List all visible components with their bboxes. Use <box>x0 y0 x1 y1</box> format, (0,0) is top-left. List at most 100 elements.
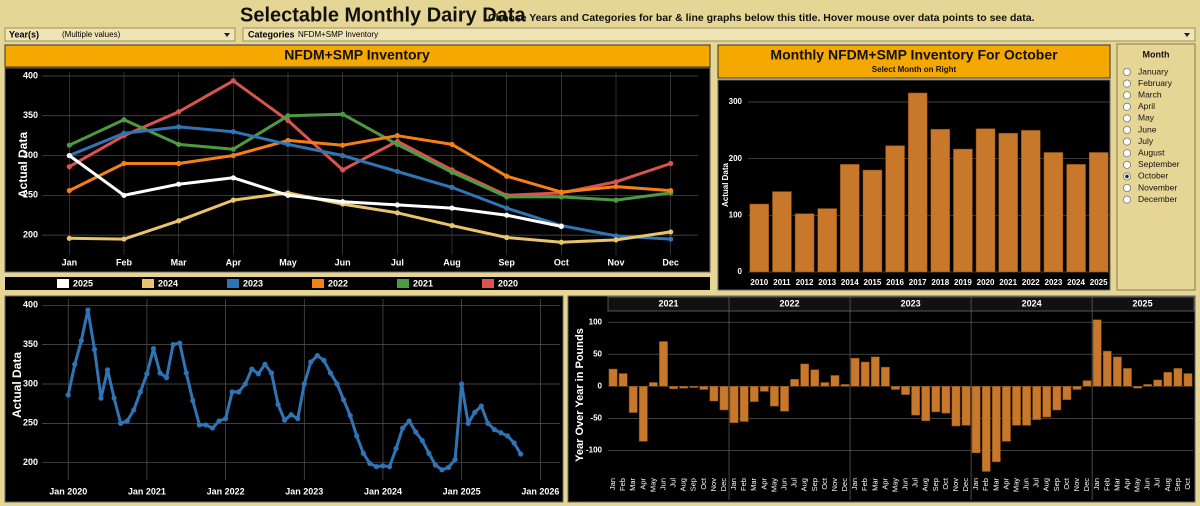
bar[interactable] <box>860 361 870 387</box>
data-point[interactable] <box>426 450 432 456</box>
data-point[interactable] <box>386 464 393 470</box>
month-option[interactable]: October <box>1138 171 1168 181</box>
data-point[interactable] <box>668 236 674 242</box>
data-point[interactable] <box>504 173 510 179</box>
bar[interactable] <box>1062 386 1072 401</box>
data-point[interactable] <box>144 371 150 377</box>
bar[interactable] <box>719 386 729 411</box>
data-point[interactable] <box>613 233 619 239</box>
data-point[interactable] <box>668 160 674 167</box>
month-option[interactable]: April <box>1138 101 1155 111</box>
bar[interactable] <box>862 169 883 273</box>
month-option[interactable]: August <box>1138 147 1165 157</box>
data-point[interactable] <box>406 418 412 424</box>
radio-button[interactable] <box>1123 79 1132 88</box>
data-point[interactable] <box>285 113 291 119</box>
data-point[interactable] <box>327 370 334 376</box>
data-point[interactable] <box>98 395 104 401</box>
bar[interactable] <box>770 386 779 407</box>
bar[interactable] <box>679 386 689 389</box>
data-point[interactable] <box>229 389 235 395</box>
bar[interactable] <box>1153 379 1163 387</box>
bar[interactable] <box>991 386 1001 463</box>
bar[interactable] <box>1112 356 1122 387</box>
data-point[interactable] <box>478 403 484 409</box>
data-point[interactable] <box>498 430 504 436</box>
data-point[interactable] <box>465 420 471 426</box>
data-point[interactable] <box>400 425 406 431</box>
data-point[interactable] <box>432 462 439 468</box>
data-point[interactable] <box>504 194 510 200</box>
radio-button[interactable] <box>1123 68 1132 77</box>
bar[interactable] <box>901 386 910 395</box>
data-point[interactable] <box>354 433 360 439</box>
data-point[interactable] <box>183 370 189 376</box>
bar[interactable] <box>840 164 860 273</box>
data-point[interactable] <box>268 370 275 376</box>
bar[interactable] <box>817 208 837 273</box>
bar[interactable] <box>790 379 799 387</box>
data-point[interactable] <box>242 381 248 387</box>
filter-box[interactable] <box>242 27 1196 42</box>
data-point[interactable] <box>439 467 445 473</box>
bar[interactable] <box>953 148 973 273</box>
data-point[interactable] <box>504 205 510 211</box>
bar[interactable] <box>1082 380 1092 387</box>
data-point[interactable] <box>373 464 380 470</box>
data-point[interactable] <box>66 187 72 194</box>
data-point[interactable] <box>504 212 510 218</box>
data-point[interactable] <box>121 160 127 167</box>
data-point[interactable] <box>78 338 84 344</box>
data-point[interactable] <box>176 160 182 167</box>
bar[interactable] <box>669 386 678 390</box>
data-point[interactable] <box>230 175 236 181</box>
data-point[interactable] <box>613 237 619 243</box>
data-point[interactable] <box>230 78 236 84</box>
data-point[interactable] <box>288 412 294 418</box>
data-point[interactable] <box>449 169 455 175</box>
month-option[interactable]: December <box>1138 194 1177 204</box>
bar[interactable] <box>628 386 638 413</box>
bar[interactable] <box>911 386 921 416</box>
data-point[interactable] <box>121 192 127 198</box>
radio-button[interactable] <box>1123 91 1132 100</box>
bar[interactable] <box>891 386 900 390</box>
data-point[interactable] <box>91 346 98 352</box>
data-point[interactable] <box>558 189 564 195</box>
data-point[interactable] <box>295 416 301 422</box>
data-point[interactable] <box>66 152 72 159</box>
category-filter[interactable]: Categories NFDM+SMP Inventory <box>242 27 1196 42</box>
bar[interactable] <box>981 386 991 472</box>
data-point[interactable] <box>334 381 340 387</box>
data-point[interactable] <box>176 109 182 115</box>
data-point[interactable] <box>472 409 478 415</box>
data-point[interactable] <box>668 229 674 235</box>
data-point[interactable] <box>518 451 524 457</box>
data-point[interactable] <box>340 167 346 173</box>
data-point[interactable] <box>282 417 288 423</box>
bar[interactable] <box>794 213 815 273</box>
data-point[interactable] <box>176 124 182 130</box>
bar[interactable] <box>1066 164 1086 273</box>
month-option[interactable]: September <box>1138 159 1180 169</box>
data-point[interactable] <box>485 420 491 426</box>
data-point[interactable] <box>121 117 127 123</box>
bar[interactable] <box>870 356 880 387</box>
data-point[interactable] <box>163 375 170 381</box>
data-point[interactable] <box>340 152 346 159</box>
radio-button[interactable] <box>1123 126 1132 135</box>
data-point[interactable] <box>230 146 236 152</box>
data-point[interactable] <box>413 429 419 435</box>
bar[interactable] <box>1163 371 1173 387</box>
bar[interactable] <box>1042 386 1052 418</box>
radio-button[interactable] <box>1123 183 1132 192</box>
data-point[interactable] <box>340 199 346 205</box>
data-point[interactable] <box>157 370 163 376</box>
year-filter[interactable]: Year(s) (Multiple values) <box>4 27 236 42</box>
bar[interactable] <box>729 386 739 424</box>
data-point[interactable] <box>340 111 346 117</box>
data-point[interactable] <box>449 184 455 190</box>
data-point[interactable] <box>222 416 229 422</box>
data-point[interactable] <box>341 397 347 403</box>
bar[interactable] <box>638 386 648 442</box>
